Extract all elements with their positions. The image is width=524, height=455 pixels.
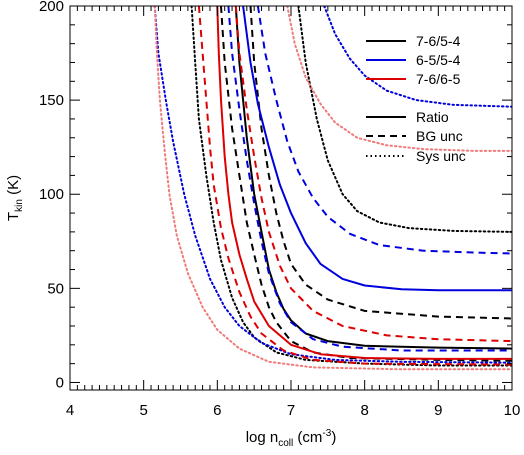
legend-label-sys-unc: Sys unc [416, 148, 466, 164]
series-line-7-6-5-4-dashed-1 [249, 6, 512, 320]
series-line-7-6-6-5-dotted-13 [286, 6, 512, 152]
legend-label-7-6-5-4: 7-6/5-4 [416, 33, 461, 49]
series-line-7-6-6-5-dotted-14 [153, 6, 512, 371]
y-axis-label-unit: (K) [5, 175, 22, 199]
legend-label-6-5-5-4: 6-5/5-4 [416, 52, 461, 68]
series-line-7-6-6-5-dashed-12 [197, 6, 512, 366]
y-tick-label: 150 [39, 92, 64, 109]
x-tick-label: 8 [360, 402, 368, 419]
series-line-6-5-5-4-dashed-7 [227, 6, 512, 352]
series-line-7-6-6-5-dashed-11 [234, 6, 512, 343]
x-tick-label: 5 [139, 402, 147, 419]
x-tick-label: 4 [66, 402, 74, 419]
y-tick-label: 100 [39, 186, 64, 203]
x-axis-label-unit-close: ) [331, 429, 336, 446]
x-axis-label-main: log n [246, 429, 279, 446]
series-line-6-5-5-4-solid-5 [242, 6, 512, 292]
y-tick-label: 0 [56, 374, 64, 391]
series-line-6-5-5-4-dashed-6 [256, 6, 512, 255]
x-axis-label-unit-open: (cm [293, 429, 322, 446]
x-tick-label: 6 [213, 402, 221, 419]
series-line-6-5-5-4-dotted-8 [323, 6, 512, 108]
x-axis-label-sub: coll [278, 438, 293, 449]
series-line-7-6-5-4-dotted-3 [297, 6, 512, 233]
legend-label-bg-unc: BG unc [416, 128, 463, 144]
y-axis-label: Tkin (K) [5, 175, 25, 221]
x-axis-label: log ncoll (cm-3) [246, 428, 337, 449]
legend: 7-6/5-4 6-5/5-4 7-6/6-5 Ratio BG unc Sys… [366, 33, 466, 164]
y-axis-label-sub: kin [14, 199, 25, 212]
x-axis-label-unit-sup: -3 [322, 428, 331, 439]
y-tick-label: 200 [39, 0, 64, 15]
axis-ticks [69, 5, 513, 390]
x-tick-label: 10 [504, 402, 521, 419]
y-axis-label-main: T [5, 212, 22, 221]
series-line-7-6-6-5-solid-10 [216, 6, 512, 360]
legend-label-7-6-6-5: 7-6/6-5 [416, 71, 461, 87]
series-line-6-5-5-4-dotted-9 [153, 6, 512, 364]
y-tick-label: 50 [47, 280, 64, 297]
legend-label-ratio: Ratio [416, 109, 449, 125]
x-tick-label: 7 [287, 402, 295, 419]
plot-lines [153, 6, 512, 371]
x-tick-label: 9 [434, 402, 442, 419]
